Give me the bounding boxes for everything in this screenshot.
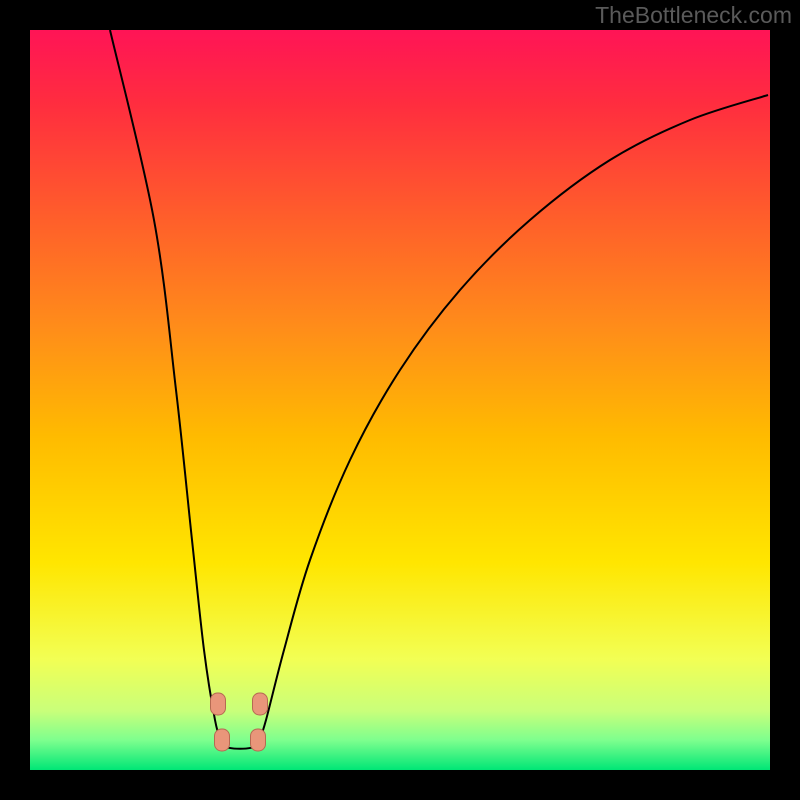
watermark-text: TheBottleneck.com	[595, 2, 792, 29]
curve-marker	[253, 693, 268, 715]
curve-marker	[211, 693, 226, 715]
curve-marker	[215, 729, 230, 751]
bottleneck-chart	[0, 0, 800, 800]
curve-marker	[251, 729, 266, 751]
gradient-background	[30, 30, 770, 770]
